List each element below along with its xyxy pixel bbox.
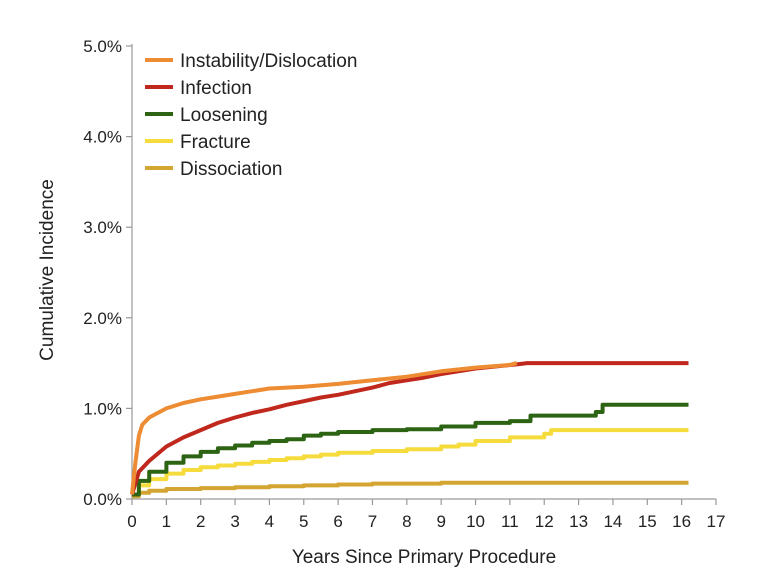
series-layer (130, 361, 689, 499)
y-axis: 0.0% 1.0% 2.0% 3.0% 4.0% 5.0% (83, 37, 133, 509)
x-tick-label: 12 (535, 512, 554, 531)
x-tick-label: 3 (230, 512, 239, 531)
x-tick-label: 14 (603, 512, 622, 531)
x-tick-label: 2 (196, 512, 205, 531)
x-tick-label: 9 (436, 512, 445, 531)
x-tick-label: 1 (162, 512, 171, 531)
x-tick-label: 0 (127, 512, 136, 531)
x-tick-label: 5 (299, 512, 308, 531)
y-tick-label: 5.0% (83, 37, 122, 56)
x-tick-label: 13 (569, 512, 588, 531)
x-tick-label: 10 (466, 512, 485, 531)
x-tick-label: 4 (265, 512, 274, 531)
x-tick-label: 7 (368, 512, 377, 531)
legend-label-loosening: Loosening (180, 105, 268, 126)
series-line-dissociation (132, 480, 689, 499)
y-tick-label: 2.0% (83, 309, 122, 328)
y-tick-label: 4.0% (83, 128, 122, 147)
x-axis: 0 1 2 3 4 5 6 7 8 9 10 11 12 13 14 15 16 17 (127, 498, 726, 531)
legend-label-instability-dislocation: Instability/Dislocation (180, 51, 357, 72)
legend-label-fracture: Fracture (180, 132, 251, 153)
y-tick-label: 0.0% (83, 490, 122, 509)
x-tick-label: 11 (501, 512, 519, 531)
legend-label-dissociation: Dissociation (180, 159, 282, 180)
legend-label-infection: Infection (180, 78, 252, 99)
x-tick-label: 8 (402, 512, 411, 531)
x-axis-title: Years Since Primary Procedure (292, 547, 556, 568)
y-tick-label: 1.0% (83, 399, 122, 418)
series-line-fracture (132, 428, 689, 497)
x-tick-label: 15 (638, 512, 657, 531)
series-line-loosening (132, 402, 689, 497)
y-tick-label: 3.0% (83, 218, 122, 237)
series-line-instability-dislocation (130, 361, 518, 495)
x-tick-label: 16 (672, 512, 691, 531)
x-tick-label: 6 (333, 512, 342, 531)
legend: Instability/Dislocation Infection Loosenin… (145, 51, 357, 180)
x-tick-label: 17 (707, 512, 726, 531)
y-axis-title: Cumulative Incidence (37, 179, 58, 361)
